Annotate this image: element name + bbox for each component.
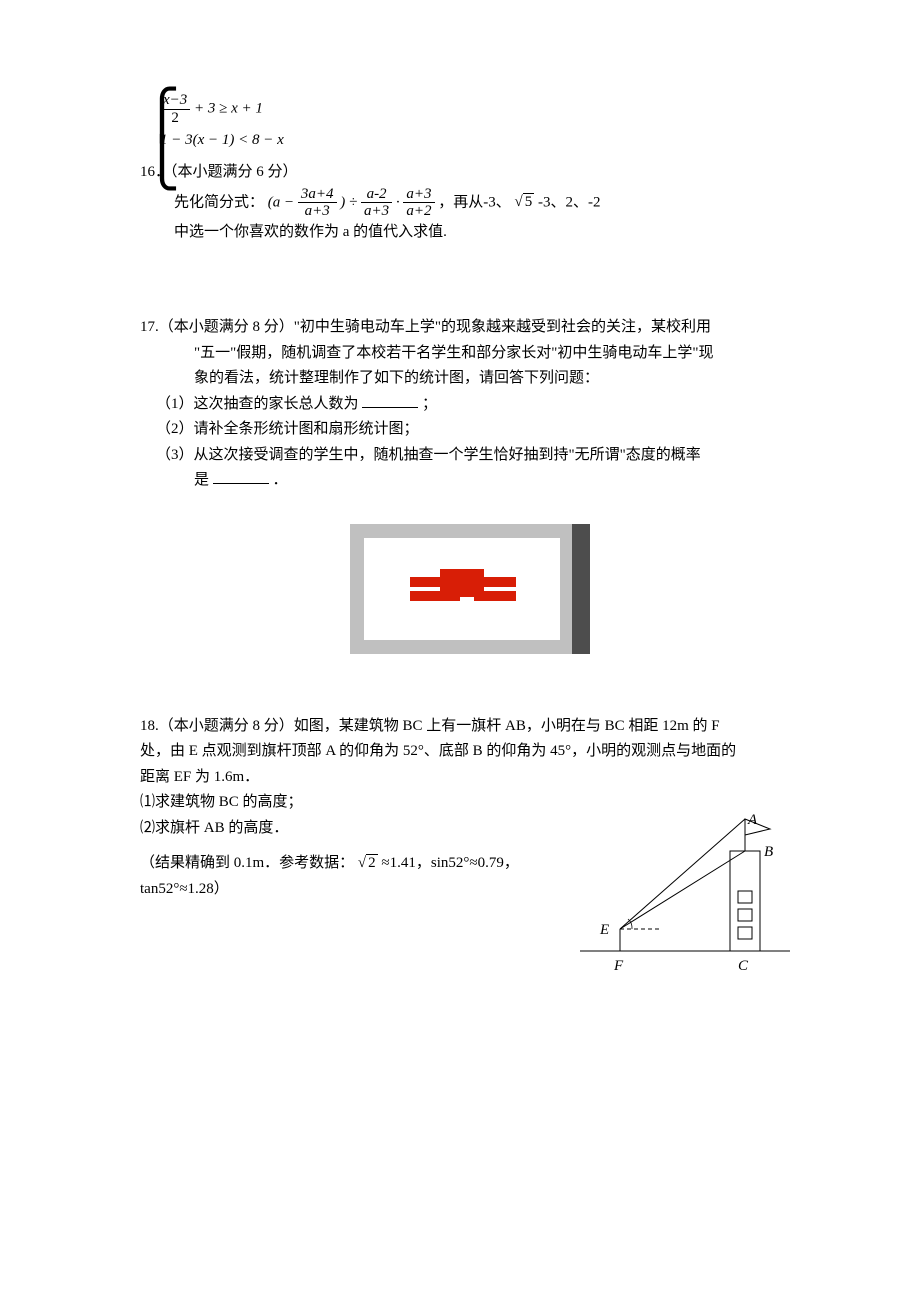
q15-rest1: + 3 ≥ x + 1: [194, 100, 263, 116]
q18-note: （结果精确到 0.1m．参考数据： √2 ≈1.41，sin52°≈0.79，t…: [140, 851, 570, 902]
q16-body2: 中选一个你喜欢的数作为 a 的值代入求值.: [140, 220, 800, 246]
q15-line2: 1 − 3(x − 1) < 8 − x: [160, 128, 800, 152]
q17-chart-placeholder: [350, 524, 590, 654]
q18-l1: 18.（本小题满分 8 分）如图，某建筑物 BC 上有一旗杆 AB，小明在与 B…: [140, 714, 800, 740]
q17-p1-blank[interactable]: [362, 392, 418, 408]
q17-p2: （2）请补全条形统计图和扇形统计图；: [140, 417, 800, 443]
q17-p1-text: （1）这次抽查的家长总人数为: [156, 396, 359, 412]
q17-p3b: 是 ．: [140, 468, 800, 494]
label-C: C: [738, 953, 748, 980]
q16-f3: a+3 a+2: [403, 186, 434, 220]
q18-l3: 距离 EF 为 1.6m．: [140, 765, 800, 791]
q18-note-a: （结果精确到 0.1m．参考数据：: [140, 855, 354, 871]
label-E: E: [600, 917, 609, 944]
q16: 16．（本小题满分 6 分） 先化简分式： (a − 3a+4 a+3 ) ÷ …: [140, 160, 800, 245]
sqrt2-icon: √2: [358, 851, 378, 877]
q17-l3: 象的看法，统计整理制作了如下的统计图，请回答下列问题：: [140, 366, 800, 392]
q17-p3-blank[interactable]: [213, 468, 269, 484]
brace-icon: ⎧⎩: [144, 92, 180, 188]
q16-body1: 先化简分式： (a − 3a+4 a+3 ) ÷ a-2 a+3 · a+3 a…: [140, 186, 800, 220]
q16-line2: 中选一个你喜欢的数作为 a 的值代入求值.: [174, 224, 447, 240]
q16-open: (a −: [268, 194, 294, 210]
sqrt5-icon: √5: [515, 190, 535, 216]
q16-tail1: ，再从-3、: [438, 194, 511, 210]
label-F: F: [614, 953, 623, 980]
f2d: a+3: [361, 203, 392, 220]
sqrt5-val: 5: [523, 193, 535, 210]
q18-figure: A B E F C: [570, 811, 800, 971]
q16-f2: a-2 a+3: [361, 186, 392, 220]
q16-m1: ) ÷: [340, 194, 357, 210]
q17-p3b-text: 是: [194, 472, 209, 488]
q15-system: ⎧⎩ x−3 2 + 3 ≥ x + 1 1 − 3(x − 1) < 8 − …: [140, 92, 800, 152]
sqrt2-val: 2: [366, 854, 378, 871]
q18-l2: 处，由 E 点观测到旗杆顶部 A 的仰角为 52°、底部 B 的仰角为 45°，…: [140, 739, 800, 765]
q16-label: 16．（本小题满分 6 分）: [140, 160, 800, 186]
q17-p1-tail: ；: [422, 396, 437, 412]
label-A: A: [748, 807, 757, 834]
q17: 17.（本小题满分 8 分）"初中生骑电动车上学"的现象越来越受到社会的关注，某…: [140, 315, 800, 654]
label-B: B: [764, 839, 773, 866]
q17-p3-tail: ．: [273, 472, 288, 488]
q17-l1: 17.（本小题满分 8 分）"初中生骑电动车上学"的现象越来越受到社会的关注，某…: [140, 315, 800, 341]
f1d: a+3: [298, 203, 337, 220]
f2n: a-2: [361, 186, 392, 204]
q18: 18.（本小题满分 8 分）如图，某建筑物 BC 上有一旗杆 AB，小明在与 B…: [140, 714, 800, 972]
q17-p1: （1）这次抽查的家长总人数为 ；: [140, 392, 800, 418]
q16-intro: 先化简分式：: [174, 194, 264, 210]
q17-p3: （3）从这次接受调查的学生中，随机抽查一个学生恰好抽到持"无所谓"态度的概率: [140, 443, 800, 469]
q17-l2: "五一"假期，随机调查了本校若干名学生和部分家长对"初中生骑电动车上学"现: [140, 341, 800, 367]
f3d: a+2: [403, 203, 434, 220]
f3n: a+3: [403, 186, 434, 204]
q16-tail2: -3、2、-2: [538, 194, 601, 210]
q16-m2: ·: [396, 194, 400, 210]
q15-line1: x−3 2 + 3 ≥ x + 1: [160, 92, 800, 126]
q16-f1: 3a+4 a+3: [298, 186, 337, 220]
f1n: 3a+4: [298, 186, 337, 204]
